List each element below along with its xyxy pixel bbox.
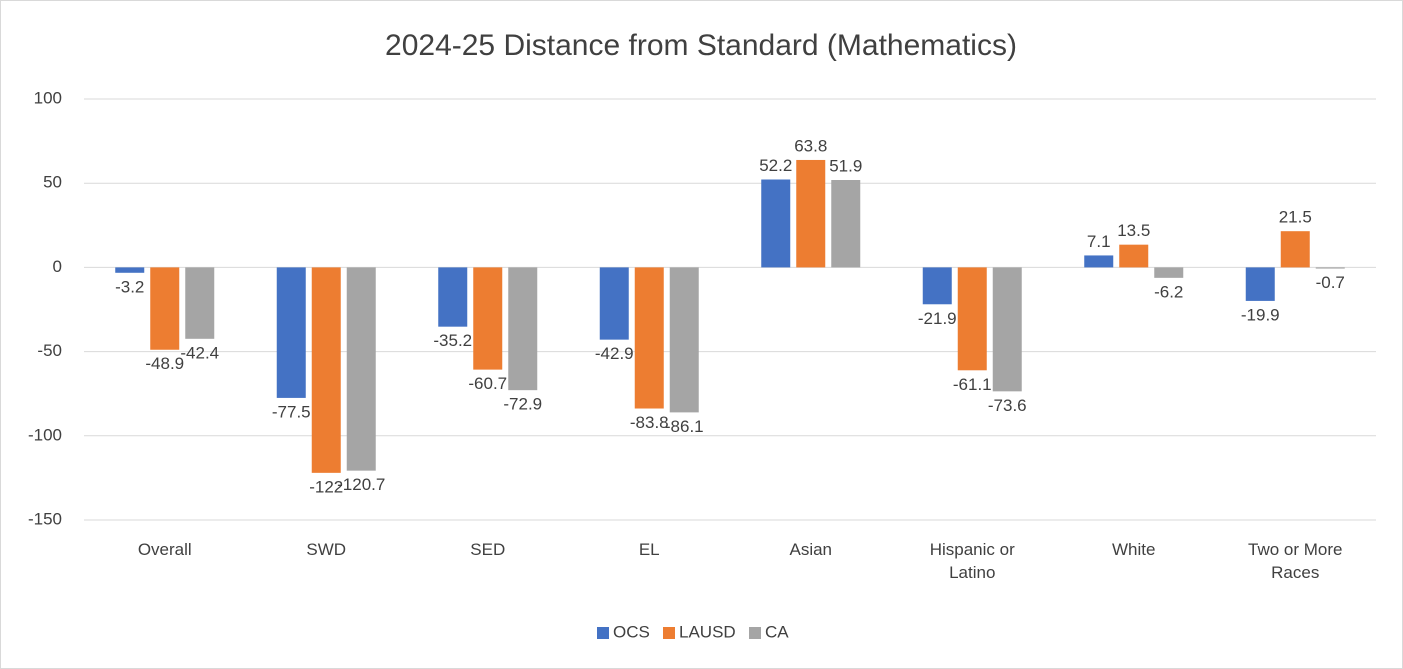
- bar: [599, 267, 629, 340]
- y-tick-label: -150: [28, 509, 62, 528]
- chart-title: 2024-25 Distance from Standard (Mathemat…: [385, 29, 1017, 62]
- data-label: -42.9: [595, 344, 634, 363]
- bar: [1280, 231, 1310, 268]
- bar: [115, 267, 145, 273]
- bar: [957, 267, 987, 371]
- x-tick-label: SED: [470, 540, 506, 559]
- x-tick-label: Two or More Races: [1248, 540, 1343, 582]
- legend-label: CA: [765, 622, 789, 641]
- bar: [438, 267, 468, 327]
- bar: [634, 267, 664, 409]
- bar: [1245, 267, 1275, 301]
- bar: [311, 267, 341, 473]
- data-label: 51.9: [829, 156, 862, 175]
- bar: [276, 267, 306, 398]
- data-label: 7.1: [1087, 232, 1111, 251]
- data-label: -77.5: [272, 402, 311, 421]
- data-label: -19.9: [1241, 305, 1280, 324]
- bar: [669, 267, 699, 413]
- data-label: -48.9: [145, 354, 184, 373]
- bar: [1154, 267, 1184, 278]
- legend-label: OCS: [613, 622, 650, 641]
- data-label: -3.2: [115, 277, 144, 296]
- data-label: 63.8: [794, 136, 827, 155]
- bar: [992, 267, 1022, 392]
- data-label: 21.5: [1279, 208, 1312, 227]
- bar: [1084, 255, 1114, 268]
- data-label: -21.9: [918, 309, 957, 328]
- data-label: -6.2: [1154, 282, 1183, 301]
- legend-swatch: [663, 627, 675, 639]
- bar: [1119, 244, 1149, 268]
- data-label: -73.6: [988, 396, 1027, 415]
- x-tick-label: Hispanic or Latino: [929, 540, 1015, 582]
- x-tick-label: SWD: [306, 540, 347, 559]
- bar: [761, 179, 791, 268]
- legend-swatch: [597, 627, 609, 639]
- bar: [796, 159, 826, 268]
- x-tick-label: White: [1112, 540, 1156, 559]
- x-tick-label: Overall: [137, 540, 192, 559]
- bar: [508, 267, 538, 391]
- data-label: -42.4: [180, 343, 219, 362]
- legend-swatch: [749, 627, 761, 639]
- data-label: -83.8: [630, 413, 669, 432]
- data-label: 13.5: [1117, 221, 1150, 240]
- bar: [831, 180, 861, 268]
- bar: [1315, 267, 1345, 269]
- bar: [346, 267, 376, 471]
- bar: [922, 267, 952, 305]
- data-label: -122: [309, 477, 343, 496]
- y-tick-label: 0: [53, 257, 62, 276]
- data-label: -60.7: [468, 374, 507, 393]
- bar: [185, 267, 215, 339]
- y-tick-label: -50: [37, 341, 62, 360]
- y-tick-label: 100: [34, 88, 62, 107]
- data-label: -120.7: [337, 475, 385, 494]
- data-label: -86.1: [665, 417, 704, 436]
- y-tick-label: 50: [43, 173, 62, 192]
- legend-label: LAUSD: [679, 622, 736, 641]
- x-tick-label: Asian: [789, 540, 833, 559]
- data-label: 52.2: [759, 156, 792, 175]
- data-label: -0.7: [1316, 273, 1345, 292]
- data-label: -61.1: [953, 375, 992, 394]
- bar: [150, 267, 180, 350]
- bar: [473, 267, 503, 370]
- data-label: -35.2: [433, 331, 472, 350]
- x-tick-label: EL: [638, 540, 660, 559]
- y-tick-label: -100: [28, 425, 62, 444]
- data-label: -72.9: [503, 395, 542, 414]
